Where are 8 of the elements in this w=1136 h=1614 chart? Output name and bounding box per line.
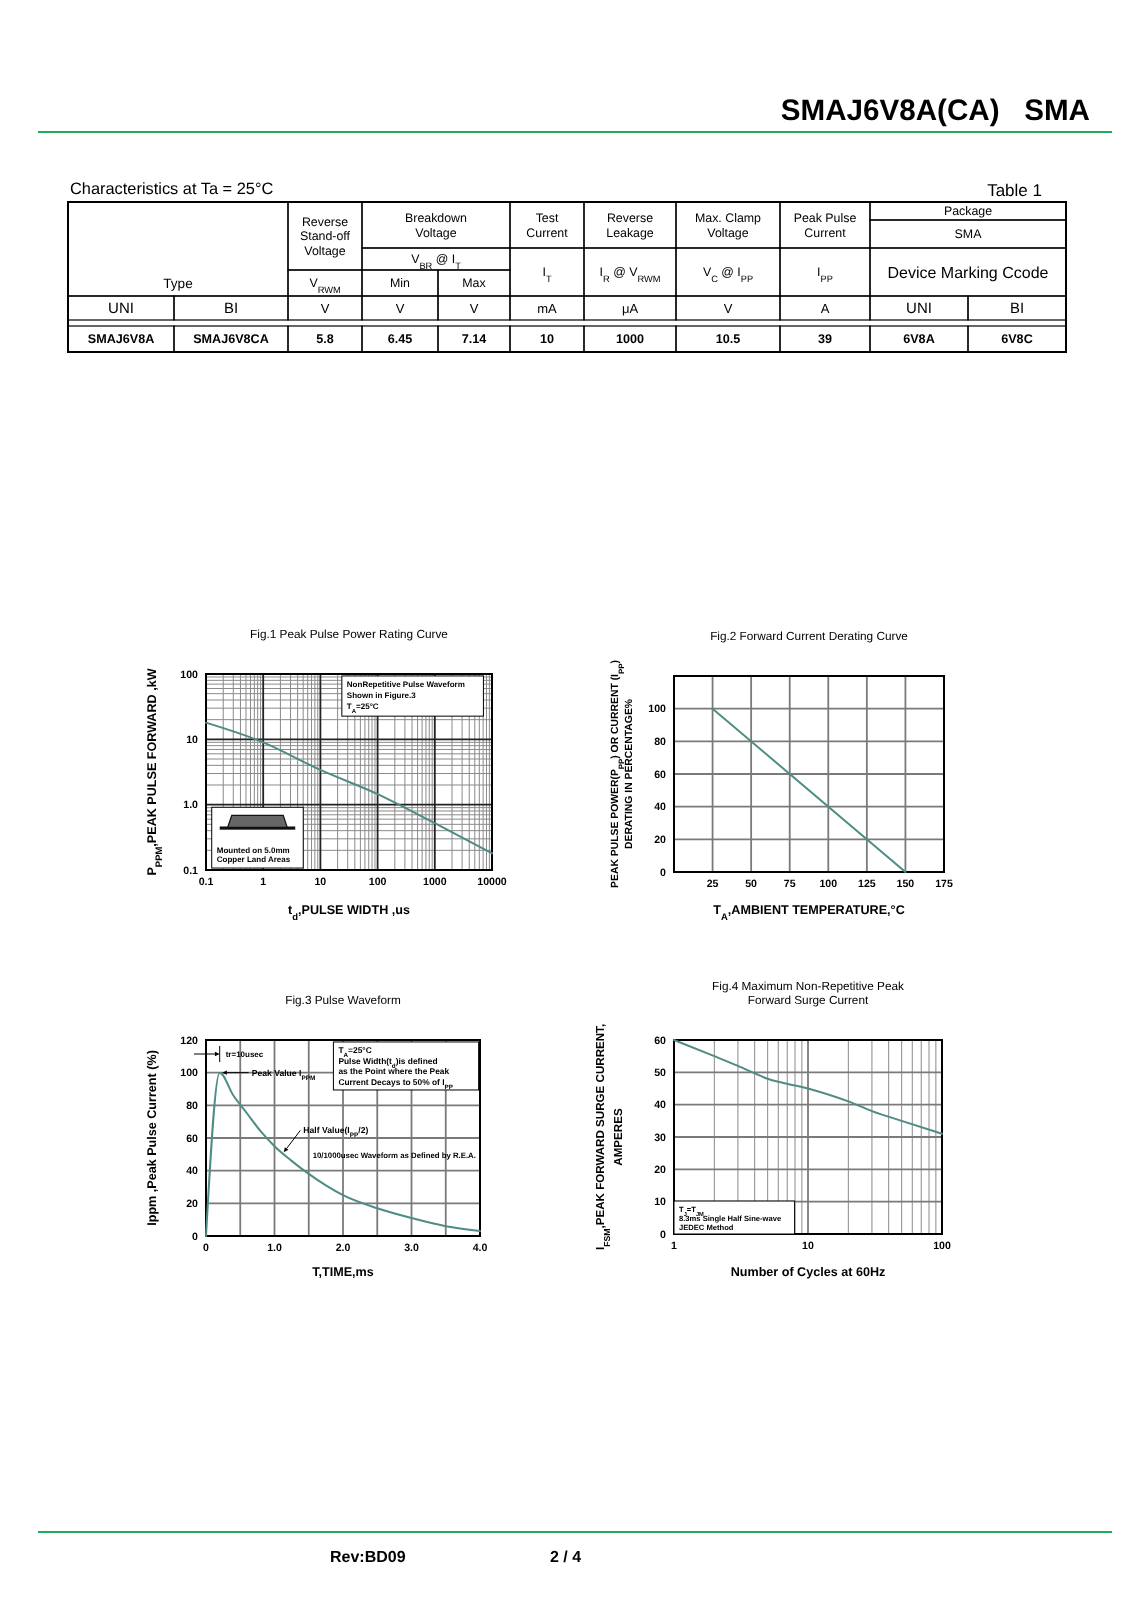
- text: Characteristics at Ta = 25°C: [70, 180, 274, 198]
- text: Table 1: [987, 180, 1043, 200]
- line-series: [205, 1071, 481, 1237]
- text: 2 / 4: [550, 1548, 583, 1566]
- text: Rev:BD09: [330, 1548, 407, 1566]
- line-series: [205, 721, 493, 855]
- text: Device Marking Ccode: [887, 263, 1050, 282]
- text: SMAJ6V8A(CA) SMA: [780, 96, 1091, 128]
